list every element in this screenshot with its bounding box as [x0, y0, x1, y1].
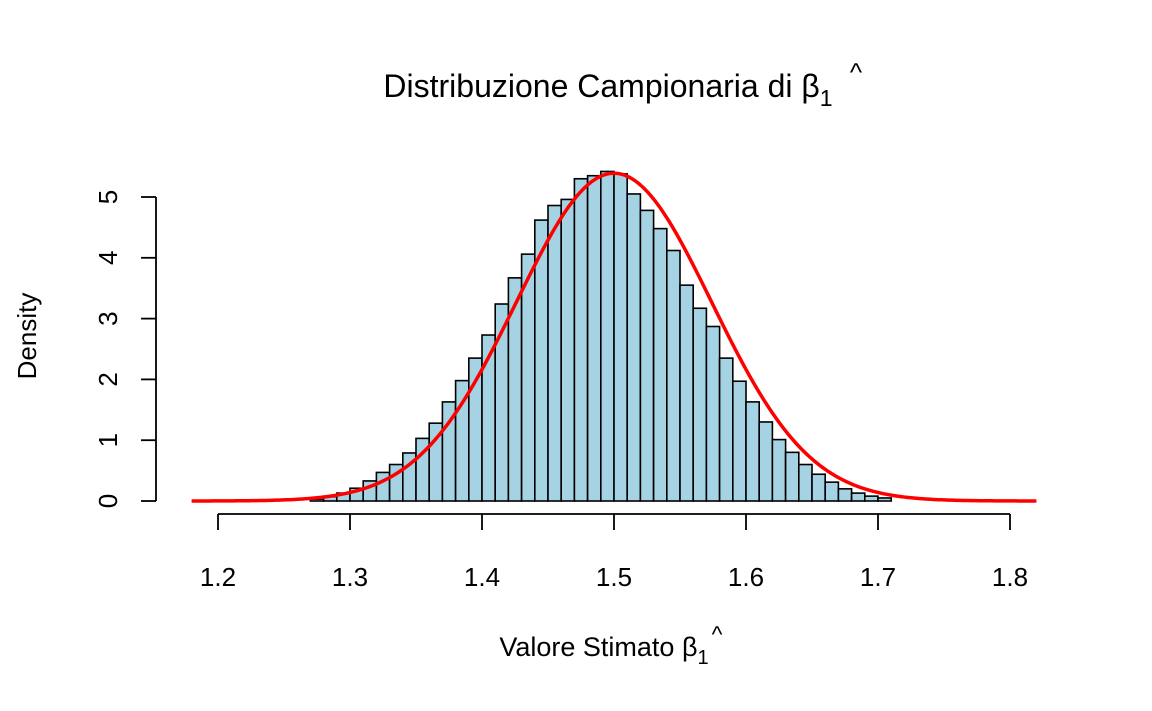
density-curve-layer	[191, 171, 1037, 503]
x-axis: 1.2 1.3 1.4 1.5 1.6 1.7 1.8	[200, 513, 1028, 592]
histogram-bar	[811, 473, 826, 502]
chart-title-text: Distribuzione Campionaria di	[383, 68, 801, 104]
histogram-bar	[665, 249, 681, 502]
x-axis-label: Valore Stimato β1	[499, 632, 708, 669]
chart-title-symbol: β	[801, 68, 819, 104]
histogram-bar	[731, 380, 747, 502]
y-tick-label: 0	[93, 494, 123, 508]
histogram-bar	[745, 401, 760, 502]
histogram-bar	[824, 481, 840, 502]
y-tick-label: 2	[93, 372, 123, 386]
histogram-bars	[309, 170, 892, 502]
x-tick-label: 1.7	[860, 562, 896, 592]
histogram-bar	[560, 198, 576, 502]
x-axis-label-text: Valore Stimato	[499, 632, 682, 662]
histogram-bar	[626, 193, 642, 502]
density-curve	[191, 171, 1037, 503]
chart-title: Distribuzione Campionaria di β1	[383, 68, 832, 111]
histogram-bar	[692, 307, 708, 502]
chart-title-subscript: 1	[820, 85, 833, 111]
histogram-bar	[863, 495, 879, 502]
histogram-bar	[797, 463, 813, 502]
histogram-bar	[758, 421, 774, 502]
x-axis-label-subscript: 1	[698, 647, 709, 669]
histogram-bar	[573, 177, 589, 502]
histogram-bar	[613, 173, 628, 502]
histogram-bar	[679, 284, 694, 502]
x-tick-label: 1.5	[596, 562, 632, 592]
y-tick-label: 4	[93, 251, 123, 265]
y-tick-label: 5	[93, 190, 123, 204]
histogram-bar	[837, 488, 853, 502]
histogram-bar	[784, 451, 800, 502]
histogram-bar	[705, 325, 721, 502]
histogram-bar	[547, 204, 562, 502]
histogram-bar	[652, 227, 668, 502]
x-axis-label-accent: ^	[712, 621, 723, 647]
y-axis: 0 1 2 3 4 5	[93, 190, 157, 508]
y-tick-label: 1	[93, 433, 123, 447]
x-axis-label-symbol: β	[682, 632, 698, 662]
histogram-bar	[599, 170, 615, 502]
x-tick-label: 1.6	[728, 562, 764, 592]
histogram-bar	[718, 357, 734, 502]
y-axis-label: Density	[12, 293, 42, 380]
histogram-bar	[639, 209, 655, 502]
histogram-bar	[877, 497, 892, 502]
histogram-bar	[771, 438, 787, 502]
histogram-bar	[850, 492, 866, 502]
x-tick-label: 1.4	[464, 562, 500, 592]
x-tick-label: 1.2	[200, 562, 236, 592]
x-tick-label: 1.3	[332, 562, 368, 592]
x-tick-label: 1.8	[992, 562, 1028, 592]
histogram-bar	[586, 174, 602, 502]
chart-title-accent: ^	[850, 57, 863, 87]
y-tick-label: 3	[93, 311, 123, 325]
